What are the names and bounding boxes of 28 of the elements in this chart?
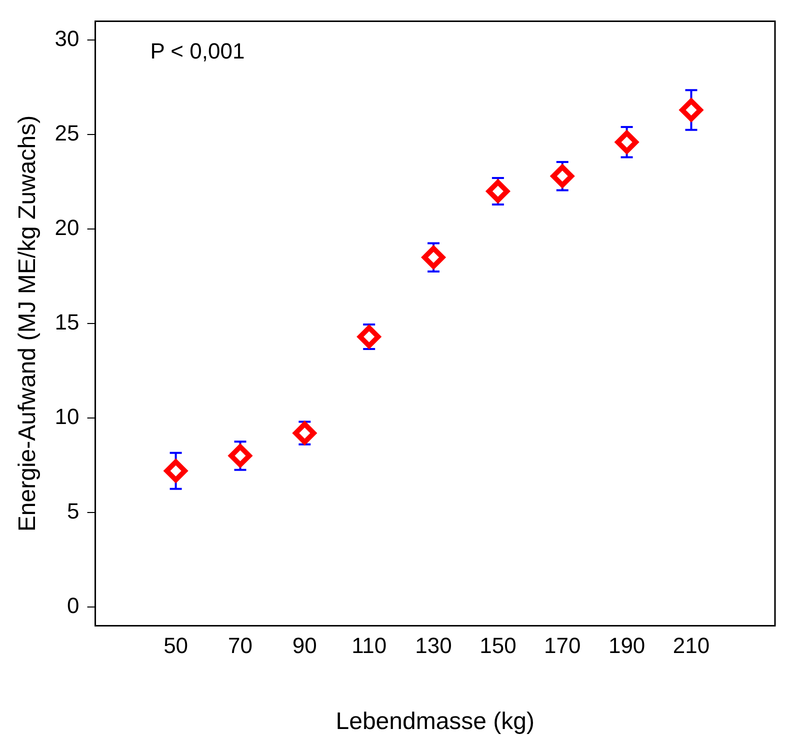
x-tick-label: 130 <box>415 633 452 658</box>
annotation: P < 0,001 <box>150 38 245 64</box>
point <box>680 98 703 122</box>
x-axis-title: Lebendmasse (kg) <box>336 708 535 736</box>
point <box>228 444 252 468</box>
y-tick-label: 5 <box>67 498 80 524</box>
point <box>615 130 638 154</box>
point <box>358 325 381 348</box>
point <box>164 459 188 482</box>
x-tick-label: 50 <box>164 633 188 658</box>
y-tick-label: 20 <box>54 215 80 240</box>
x-tick-label: 190 <box>608 633 646 658</box>
point <box>550 164 574 188</box>
x-tick-label: 150 <box>480 633 516 658</box>
x-tick-label: 90 <box>292 633 317 658</box>
x-tick-label: 210 <box>672 633 710 658</box>
y-tick-label: 0 <box>67 592 80 618</box>
y-tick-label: 15 <box>54 310 80 335</box>
y-tick-label: 30 <box>54 26 80 52</box>
point <box>486 180 510 203</box>
y-tick-label: 25 <box>54 120 80 146</box>
point <box>293 422 316 445</box>
x-tick-label: 70 <box>228 633 252 658</box>
y-tick-label: 10 <box>54 404 80 430</box>
point <box>422 246 446 269</box>
x-tick-label: 170 <box>544 633 581 658</box>
y-axis-title: Energie-Aufwand (MJ ME/kg Zuwachs) <box>14 115 42 532</box>
x-tick-label: 110 <box>352 633 387 658</box>
